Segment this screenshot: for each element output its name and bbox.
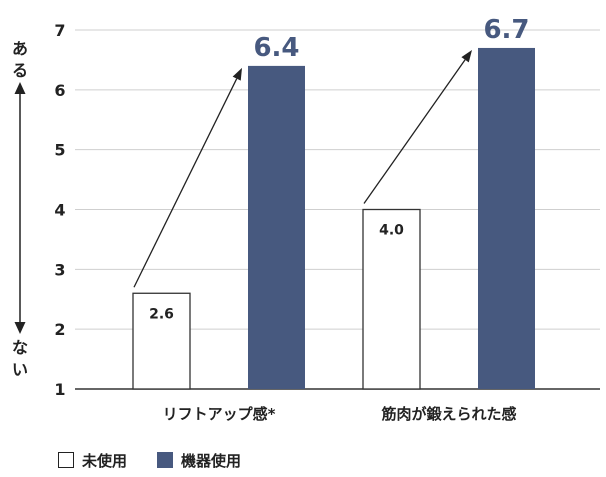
- legend: 未使用 機器使用: [58, 448, 271, 472]
- category-labels: リフトアップ感* 筋肉が鍛えられた感: [163, 405, 517, 423]
- bar-unused: [132, 292, 191, 390]
- y-tick-label: 4: [54, 201, 65, 220]
- y-top-label-char-2: る: [12, 61, 28, 80]
- legend-item-unused: 未使用: [58, 450, 127, 471]
- y-axis-ticks: 1 2 3 4 5 6 7: [54, 21, 65, 399]
- bars: 2.6 6.4 4.0 6.7: [132, 15, 535, 390]
- data-label-device: 6.4: [253, 33, 299, 63]
- change-arrow-line: [133, 78, 238, 288]
- y-tick-label: 2: [54, 320, 65, 339]
- change-arrow-icon: [461, 49, 472, 63]
- legend-label-device: 機器使用: [181, 451, 242, 470]
- y-tick-label: 6: [54, 81, 65, 100]
- y-top-label-char-1: あ: [12, 39, 28, 58]
- down-arrow-icon: [14, 322, 26, 334]
- y-bottom-label-char-1: な: [12, 338, 28, 357]
- bar-device: [478, 47, 535, 389]
- bar-device: [248, 65, 305, 390]
- change-arrows: [133, 49, 472, 288]
- y-tick-label: 7: [54, 21, 65, 40]
- y-bottom-label-char-2: い: [12, 360, 28, 379]
- y-tick-label: 5: [54, 141, 65, 160]
- y-axis-scale-labels: あ る な い: [12, 39, 28, 379]
- change-arrow-line: [363, 59, 466, 204]
- chart: 1 2 3 4 5 6 7 あ る な い 2.6 6.4 4.0 6.7 リフトアップ感* 筋肉が…: [12, 15, 600, 423]
- legend-swatch-device: [157, 452, 174, 468]
- data-label-device: 6.7: [483, 15, 529, 45]
- data-label-unused: 2.6: [149, 306, 174, 322]
- category-label: リフトアップ感*: [163, 405, 276, 423]
- category-label: 筋肉が鍛えられた感: [380, 405, 516, 423]
- legend-item-device: 機器使用: [157, 450, 241, 471]
- up-arrow-icon: [14, 82, 26, 94]
- y-tick-label: 3: [54, 260, 65, 279]
- legend-swatch-unused: [58, 452, 74, 468]
- bar-unused: [362, 208, 421, 390]
- change-arrow-icon: [232, 67, 242, 81]
- y-tick-label: 1: [54, 380, 65, 399]
- legend-label-unused: 未使用: [82, 451, 128, 470]
- data-label-unused: 4.0: [379, 223, 404, 239]
